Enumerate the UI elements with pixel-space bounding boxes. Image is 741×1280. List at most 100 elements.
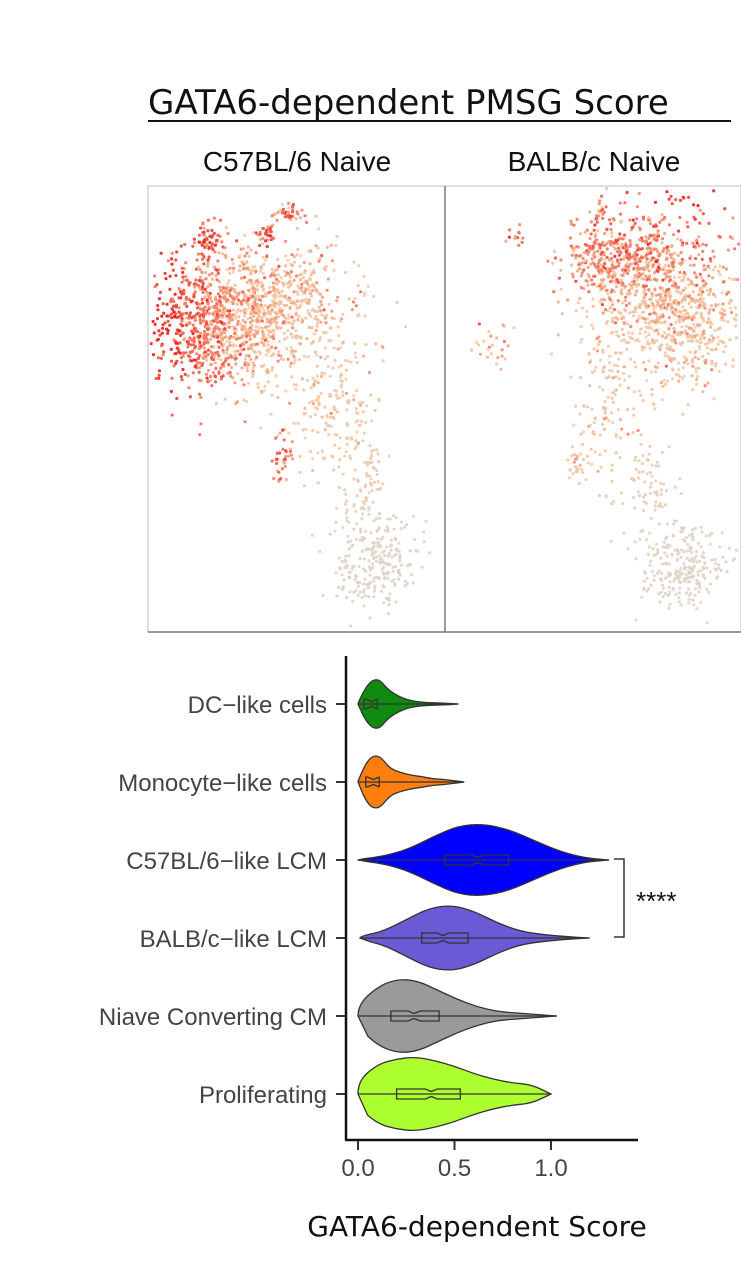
umap-point xyxy=(588,384,592,388)
umap-point xyxy=(411,514,415,519)
umap-point xyxy=(671,348,675,352)
umap-point xyxy=(241,334,245,338)
umap-point xyxy=(556,300,560,304)
umap-point xyxy=(377,460,381,464)
umap-point xyxy=(659,556,663,560)
umap-point xyxy=(644,538,649,542)
umap-point xyxy=(193,318,197,322)
umap-point xyxy=(255,284,259,288)
umap-point xyxy=(638,331,642,335)
umap-point xyxy=(652,247,656,251)
umap-point xyxy=(682,550,686,554)
umap-point xyxy=(295,253,299,257)
umap-point xyxy=(341,472,345,476)
umap-point xyxy=(656,550,660,554)
umap-point xyxy=(626,547,630,551)
umap-point xyxy=(289,345,293,350)
umap-point xyxy=(520,240,524,244)
umap-point xyxy=(634,255,638,260)
umap-point xyxy=(300,208,304,212)
umap-point xyxy=(311,468,315,473)
umap-point xyxy=(202,255,206,259)
umap-point xyxy=(667,264,671,268)
umap-point xyxy=(637,283,641,287)
umap-point xyxy=(673,313,677,317)
umap-point xyxy=(620,268,625,272)
umap-point xyxy=(251,366,255,370)
umap-point xyxy=(680,298,685,302)
umap-point xyxy=(653,508,657,512)
umap-point xyxy=(591,431,595,436)
umap-point xyxy=(603,243,607,247)
umap-point xyxy=(231,355,235,359)
umap-point xyxy=(619,258,623,262)
umap-point xyxy=(375,555,379,559)
umap-point xyxy=(219,366,223,370)
umap-point xyxy=(689,326,694,331)
umap-point xyxy=(602,277,606,281)
umap-point xyxy=(411,581,415,585)
umap-point xyxy=(355,444,359,448)
umap-point xyxy=(685,549,689,553)
umap-point xyxy=(365,460,369,464)
umap-point xyxy=(656,361,660,365)
umap-point xyxy=(476,343,481,347)
umap-point xyxy=(191,323,195,327)
umap-point xyxy=(655,338,659,343)
umap-point xyxy=(733,277,738,281)
umap-point xyxy=(375,537,379,541)
umap-point xyxy=(662,217,666,221)
umap-point xyxy=(301,275,305,279)
umap-point xyxy=(283,269,287,273)
x-tick-label: 0.5 xyxy=(438,1155,471,1182)
umap-point xyxy=(611,266,615,270)
umap-point xyxy=(208,378,212,383)
umap-point xyxy=(291,326,295,330)
umap-point xyxy=(206,285,210,289)
umap-point xyxy=(686,362,690,366)
umap-point xyxy=(585,454,589,458)
box-niave-converting-cm xyxy=(390,1010,440,1022)
umap-point xyxy=(424,519,428,523)
umap-point xyxy=(372,480,376,484)
umap-point xyxy=(329,326,333,330)
umap-point xyxy=(184,274,188,279)
umap-point xyxy=(660,296,664,300)
umap-point xyxy=(702,305,706,309)
umap-point xyxy=(609,251,613,256)
umap-point xyxy=(572,423,576,427)
umap-point xyxy=(368,461,372,465)
umap-point xyxy=(692,283,696,287)
umap-point xyxy=(666,546,670,550)
umap-point xyxy=(629,228,633,232)
umap-point xyxy=(276,451,280,455)
umap-point xyxy=(290,335,294,339)
umap-point xyxy=(639,442,643,446)
umap-point xyxy=(348,570,352,575)
umap-point xyxy=(398,559,402,563)
umap-point xyxy=(260,319,264,323)
umap-point xyxy=(160,344,164,348)
umap-point xyxy=(206,368,211,373)
umap-point xyxy=(266,306,270,310)
umap-point xyxy=(188,311,192,315)
umap-point xyxy=(311,457,315,461)
umap-point xyxy=(251,369,255,373)
umap-point xyxy=(617,280,621,284)
umap-point xyxy=(383,528,387,533)
umap-point xyxy=(203,287,207,291)
umap-point xyxy=(214,401,218,405)
significance-label: **** xyxy=(636,886,676,916)
umap-point xyxy=(580,442,585,446)
umap-point xyxy=(347,575,351,579)
umap-point xyxy=(557,276,562,280)
umap-point xyxy=(290,440,294,444)
umap-point xyxy=(340,364,344,368)
x-axis-title: GATA6-dependent Score xyxy=(307,1210,646,1243)
umap-point xyxy=(405,523,409,527)
umap-point xyxy=(160,331,164,335)
umap-point xyxy=(210,228,214,232)
umap-point xyxy=(578,463,582,468)
umap-point xyxy=(603,308,608,312)
umap-point xyxy=(686,403,690,407)
